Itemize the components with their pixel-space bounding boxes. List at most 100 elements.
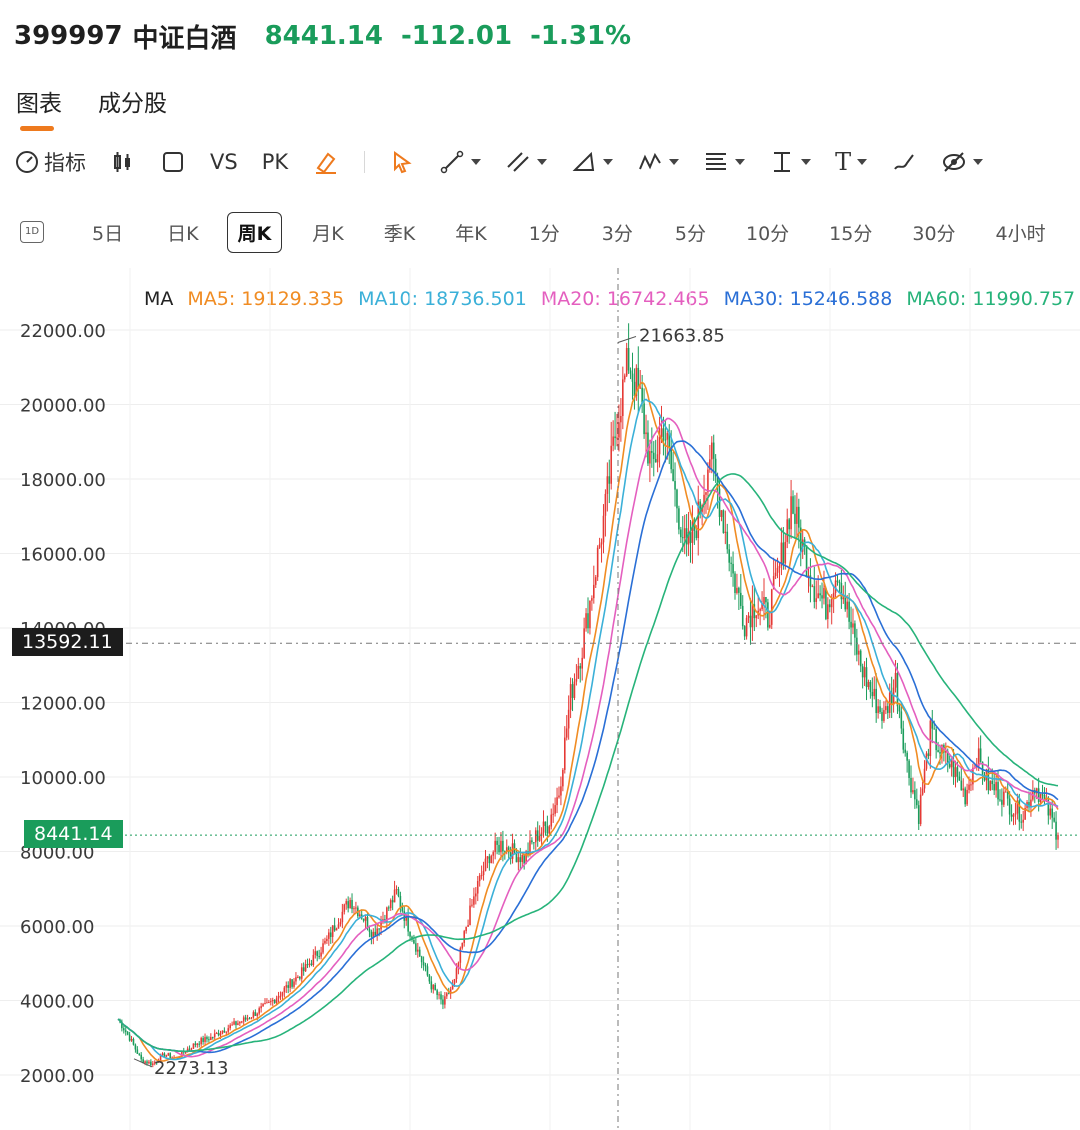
- period-yearly[interactable]: 年K: [455, 222, 487, 245]
- period-quarterly[interactable]: 季K: [383, 222, 416, 245]
- kline-chart[interactable]: 22000.0020000.0018000.0016000.0014000.00…: [0, 268, 1080, 1130]
- candle-body: [318, 956, 320, 958]
- candle-body: [548, 826, 551, 834]
- line-tool[interactable]: [439, 149, 482, 175]
- candle-body: [774, 572, 777, 577]
- period-daily[interactable]: 日K: [167, 222, 199, 245]
- candle-body: [163, 1053, 166, 1057]
- visibility-tool[interactable]: [941, 149, 984, 175]
- tab-constituents[interactable]: 成分股: [98, 91, 167, 117]
- candle-body: [958, 776, 961, 781]
- candle-body: [235, 1021, 237, 1026]
- candle-body: [420, 956, 423, 963]
- indicator-button[interactable]: 指标: [14, 147, 86, 177]
- price-change-percent: -1.31%: [530, 21, 632, 51]
- wave-tool[interactable]: [637, 149, 680, 175]
- candle-body: [130, 1039, 133, 1041]
- period-5min[interactable]: 5分: [674, 222, 706, 245]
- candle-body: [587, 613, 589, 629]
- candlestick-icon: [114, 152, 130, 172]
- candle-body: [424, 965, 427, 967]
- candle-body: [867, 681, 870, 688]
- candle-body: [960, 780, 963, 791]
- measure-icon: [774, 152, 791, 172]
- candle-body: [569, 684, 572, 710]
- candle-body: [836, 580, 839, 582]
- channel-tool[interactable]: [505, 149, 548, 175]
- candle-body: [571, 684, 574, 698]
- triangle-tool[interactable]: [571, 149, 614, 175]
- candle-body: [312, 954, 315, 966]
- candle-body: [842, 597, 845, 600]
- candle-body: [540, 832, 543, 836]
- period-monthly[interactable]: 月K: [312, 222, 344, 245]
- period-30min[interactable]: 30分: [912, 222, 956, 245]
- candle-body: [726, 531, 729, 550]
- candle-body: [652, 452, 655, 459]
- candle-body: [169, 1053, 172, 1059]
- vs-button[interactable]: VS: [210, 150, 238, 174]
- period-4hour[interactable]: 4小时: [995, 222, 1046, 245]
- period-10min[interactable]: 10分: [745, 222, 790, 245]
- brush-tool[interactable]: [891, 149, 917, 175]
- toolbar-divider: [364, 151, 366, 173]
- kline-chart-canvas[interactable]: 22000.0020000.0018000.0016000.0014000.00…: [0, 268, 1080, 1130]
- candle-body: [1004, 791, 1007, 793]
- chevron-down-icon: [471, 159, 482, 165]
- candle-body: [1055, 821, 1057, 840]
- candle-body: [277, 996, 280, 999]
- candle-body: [240, 1021, 243, 1023]
- candle-body: [610, 445, 613, 484]
- period-weekly[interactable]: 周K: [226, 211, 283, 253]
- single-day-icon[interactable]: 1D: [20, 221, 44, 243]
- highlight-button[interactable]: [312, 148, 340, 176]
- chevron-down-icon: [735, 159, 746, 165]
- candle-body: [927, 753, 930, 757]
- candle-body: [416, 949, 419, 952]
- candle-body: [1051, 808, 1053, 818]
- compare-box-button[interactable]: [160, 149, 186, 175]
- candle-body: [556, 797, 558, 806]
- candle-body: [509, 852, 512, 859]
- candle-body: [881, 712, 883, 721]
- candle-body: [813, 586, 816, 602]
- candle-body: [364, 917, 367, 921]
- chart-toolbar: 指标 VS PK T: [14, 142, 1080, 182]
- candle-body: [368, 929, 371, 932]
- candle-body: [291, 979, 293, 987]
- candle-body: [604, 493, 607, 516]
- candle-body: [293, 981, 295, 987]
- text-tool[interactable]: T: [835, 148, 868, 176]
- candle-body: [579, 665, 582, 669]
- fibonacci-tool[interactable]: [703, 149, 746, 175]
- candle-body: [799, 527, 802, 552]
- period-3min[interactable]: 3分: [601, 222, 633, 245]
- candle-body: [339, 922, 342, 925]
- candle-body: [560, 786, 562, 796]
- candle-body: [347, 901, 349, 909]
- ma-legend-title[interactable]: MA: [144, 288, 174, 310]
- candle-body: [707, 469, 709, 493]
- period-1min[interactable]: 1分: [528, 222, 560, 245]
- chart-type-button[interactable]: [110, 149, 136, 175]
- candle-body: [904, 749, 907, 753]
- cursor-tool[interactable]: [389, 149, 415, 175]
- candle-body: [805, 545, 808, 577]
- tab-chart[interactable]: 图表: [16, 84, 62, 131]
- candle-body: [200, 1038, 202, 1045]
- candle-body: [138, 1053, 141, 1055]
- candle-body: [1020, 821, 1023, 823]
- candle-body: [879, 706, 881, 713]
- eye-icon: [943, 152, 966, 172]
- candle-body: [436, 990, 438, 995]
- candle-body: [834, 580, 837, 593]
- candle-body: [979, 748, 982, 762]
- min-pointer: [133, 1058, 153, 1068]
- candle-body: [1037, 788, 1040, 802]
- candle-body: [929, 720, 932, 757]
- candle-body: [807, 575, 810, 577]
- pk-button[interactable]: PK: [261, 150, 289, 174]
- measure-tool[interactable]: [769, 149, 812, 175]
- period-15min[interactable]: 15分: [829, 222, 873, 245]
- period-5d[interactable]: 5日: [92, 222, 124, 245]
